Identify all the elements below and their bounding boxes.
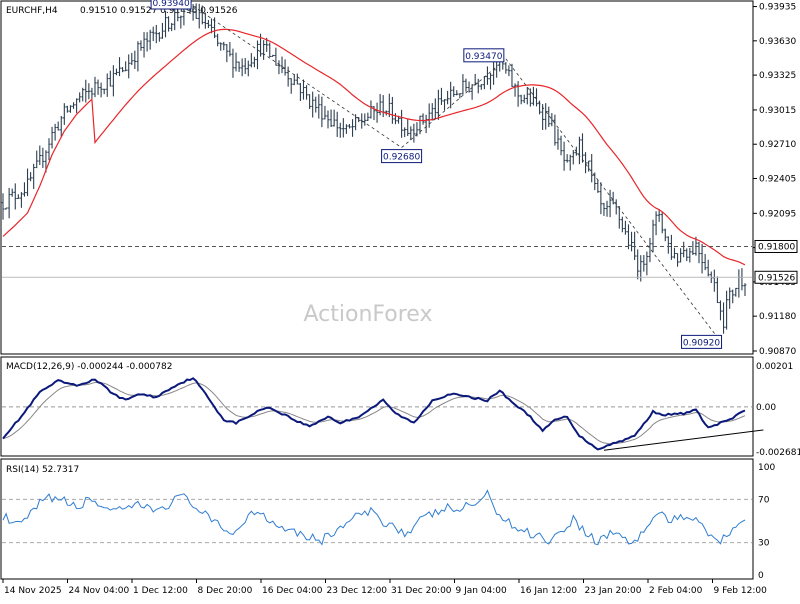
rsi-pane-frame (0, 458, 754, 580)
macd-trendline (603, 429, 764, 451)
time-tick-label-1: 24 Nov 04:00 (69, 586, 130, 596)
time-tick-label-8: 16 Jan 12:00 (520, 586, 577, 596)
time-tick-label-2: 1 Dec 12:00 (133, 586, 188, 596)
price-tick-label-5: 0.92405 (759, 175, 796, 185)
price-moving-average (2, 28, 746, 266)
time-tick-label-6: 31 Dec 20:00 (391, 586, 452, 596)
swing-label-1: 0.92680 (383, 153, 420, 163)
current-price-label: 0.91526 (758, 273, 795, 283)
macd-signal-line (2, 382, 746, 445)
time-tick-label-0: 14 Nov 2025 (4, 586, 62, 596)
time-tick-label-9: 23 Jan 20:00 (585, 586, 642, 596)
current-price-label-box (754, 270, 798, 284)
time-tick-label-5: 23 Dec 12:00 (327, 586, 388, 596)
rsi-tick-label-2: 30 (758, 539, 770, 549)
price-pane-frame (0, 0, 754, 355)
rsi-tick-label-3: 0 (758, 571, 764, 581)
swing-connector-1 (401, 58, 507, 148)
price-pane: 0.93940 0.92680 0.93470 0.90920 (1, 0, 752, 349)
macd-tick-label-2: -0.002681 (756, 448, 800, 458)
swing-label-2: 0.93470 (465, 52, 502, 62)
macd-line (2, 377, 746, 451)
time-tick-label-3: 8 Dec 20:00 (198, 586, 253, 596)
time-tick-label-4: 16 Dec 04:00 (262, 586, 323, 596)
macd-tick-label-1: 0.00 (756, 403, 776, 413)
header-ohlc: 0.91510 0.91527 0.91496 0.91526 (80, 6, 238, 16)
watermark: ActionForex (304, 302, 433, 327)
price-tick-label-3: 0.93015 (759, 106, 796, 116)
price-tick-label-0: 0.93935 (759, 3, 796, 13)
swing-label-box-0 (150, 0, 192, 10)
macd-pane-frame (0, 356, 754, 457)
macd-pane (2, 377, 764, 451)
price-tick-label-1: 0.93630 (759, 37, 796, 47)
level-price-label: 0.91800 (758, 242, 795, 252)
price-tick-label-9: 0.91180 (759, 312, 796, 322)
price-tick-label-6: 0.92095 (759, 209, 796, 219)
price-tick-label-2: 0.93325 (759, 71, 796, 81)
rsi-title: RSI(14) 52.7317 (6, 465, 79, 475)
time-tick-label-11: 9 Feb 12:00 (714, 586, 768, 596)
time-tick-label-10: 2 Feb 04:00 (649, 586, 703, 596)
macd-title: MACD(12,26,9) -0.000244 -0.000782 (6, 362, 172, 372)
price-axis: 0.93935 0.93630 0.93325 0.93015 0.92710 0.924… (753, 3, 800, 581)
price-tick-label-4: 0.92710 (759, 140, 796, 150)
swing-label-box-2 (463, 48, 505, 63)
rsi-line (2, 489, 746, 546)
time-tick-label-7: 9 Jan 04:00 (456, 586, 508, 596)
price-tick-label-10: 0.90870 (759, 347, 796, 357)
header-symbol: EURCHF,H4 (6, 6, 58, 16)
rsi-tick-label-0: 100 (758, 463, 775, 473)
swing-connector-2 (505, 58, 724, 346)
rsi-pane (2, 489, 752, 546)
swing-label-box-3 (681, 334, 723, 349)
swing-connector-0 (192, 5, 402, 148)
time-axis: 14 Nov 2025 24 Nov 04:00 1 Dec 12:00 8 Dec … (2, 579, 768, 596)
swing-label-box-1 (381, 149, 423, 164)
level-price-label-box (754, 239, 798, 253)
swing-label-0: 0.93940 (152, 0, 189, 9)
swing-label-3: 0.90920 (683, 338, 720, 348)
rsi-tick-label-1: 70 (758, 495, 770, 505)
macd-tick-label-0: 0.00201 (756, 362, 793, 372)
